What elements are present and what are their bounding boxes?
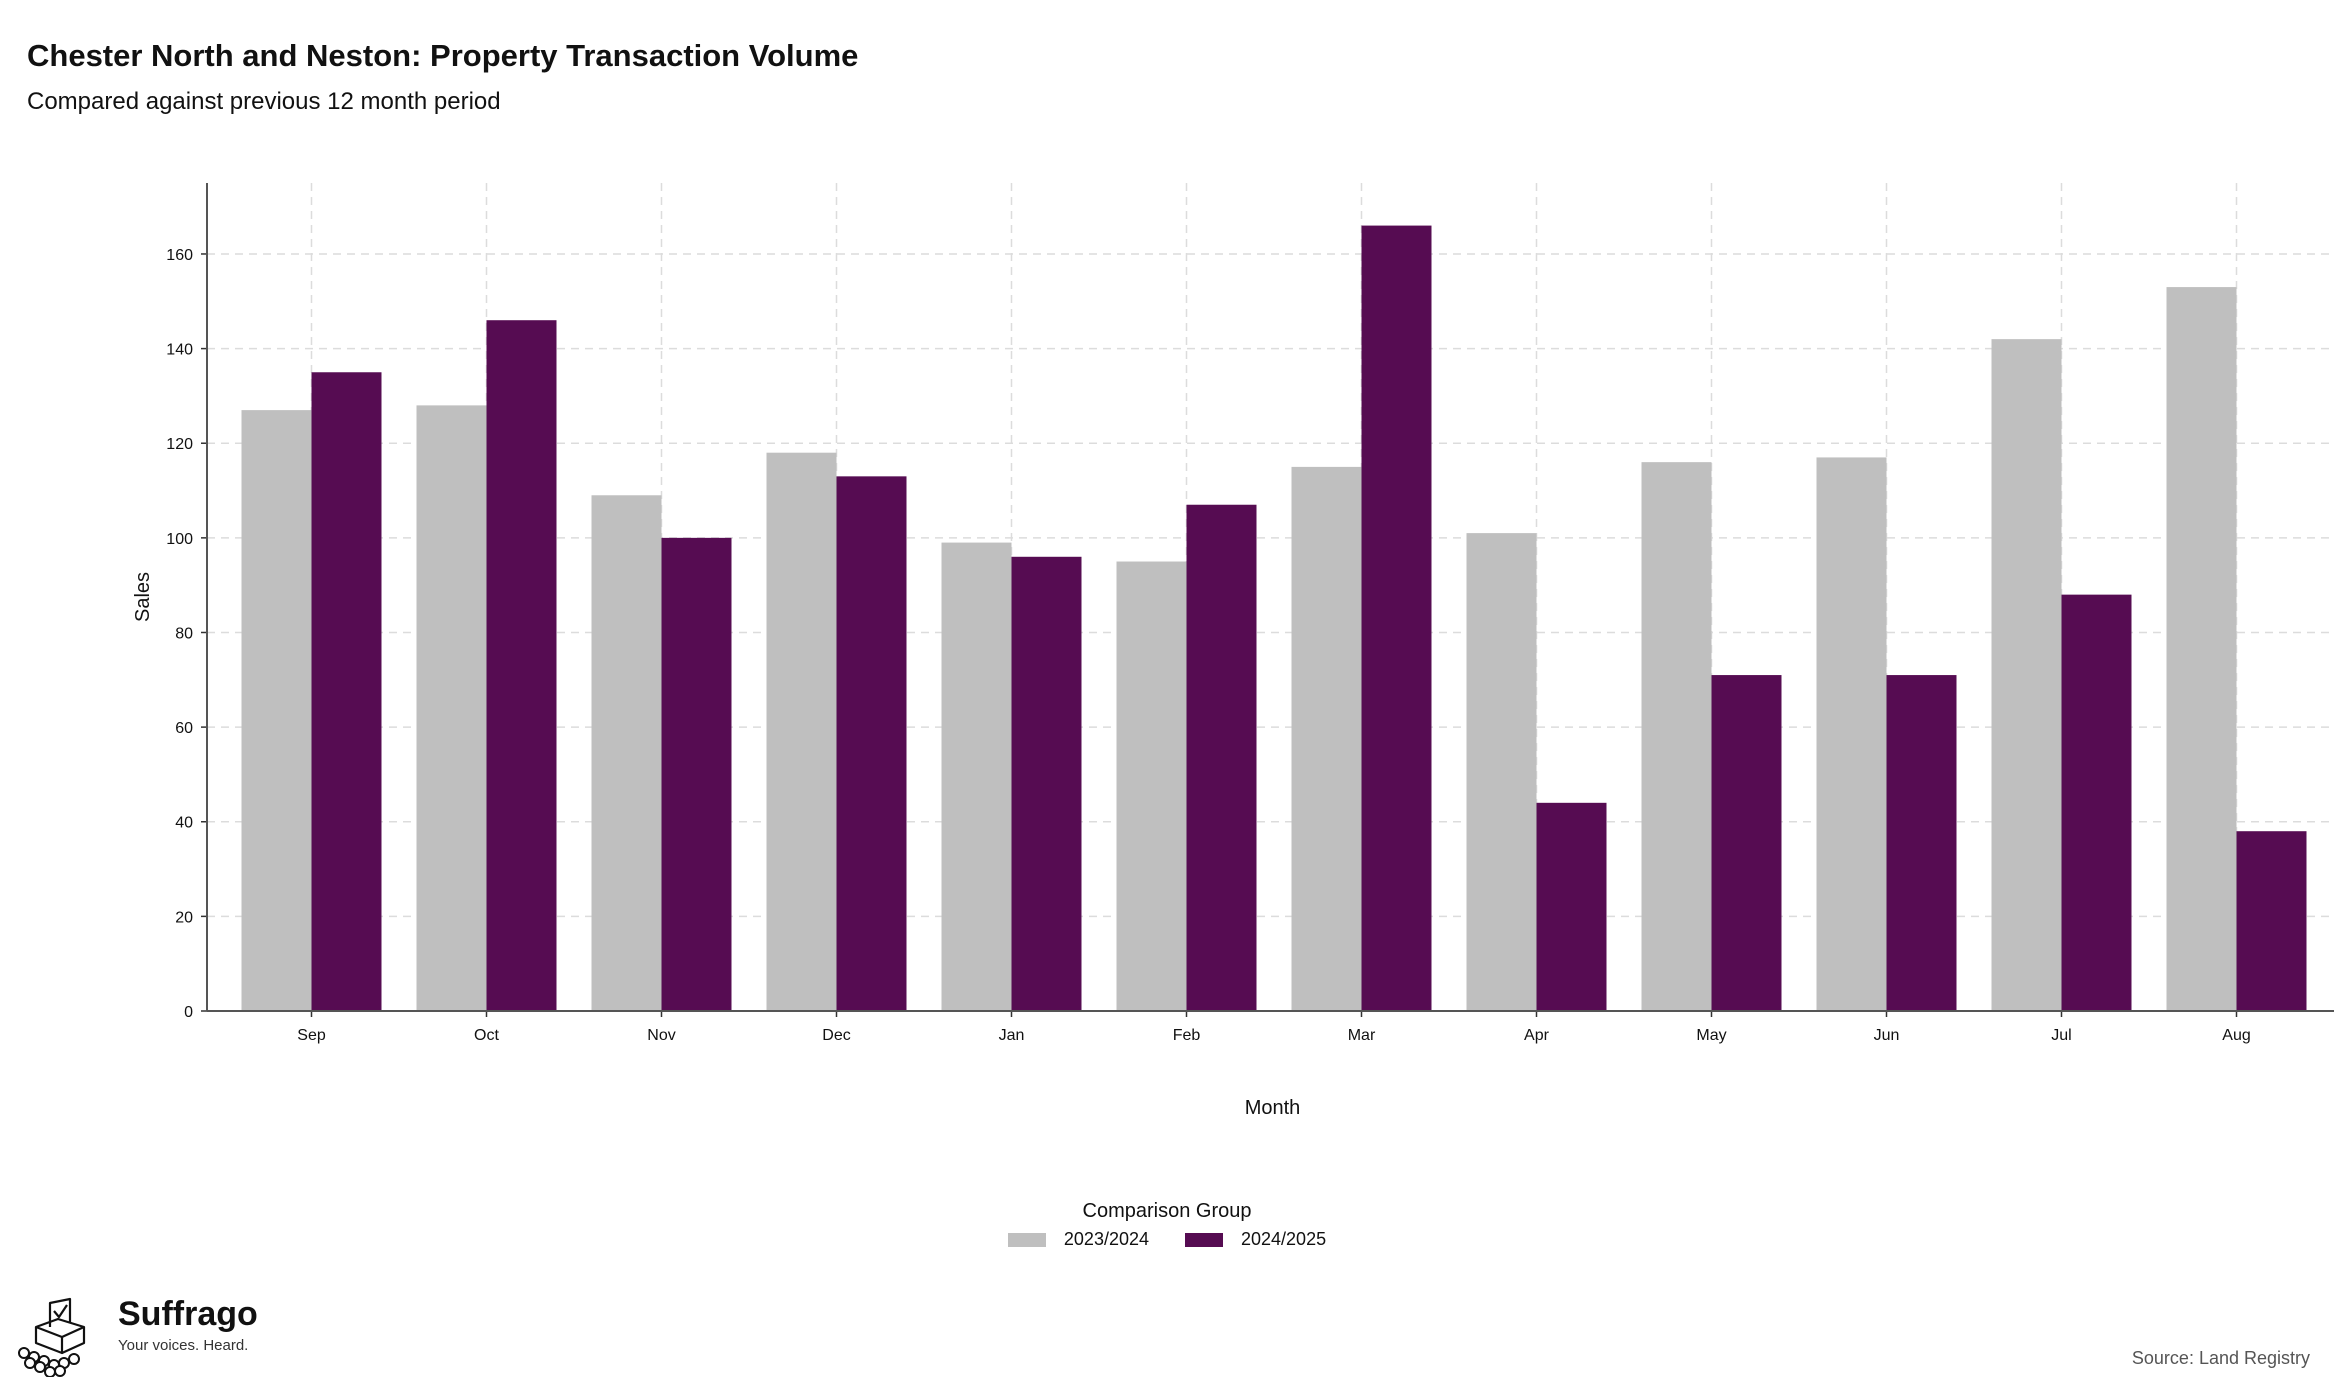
x-tick-label: Mar <box>1348 1027 1376 1044</box>
x-axis-title: Month <box>1245 1097 1301 1119</box>
legend-items: 2023/2024 2024/2025 <box>0 1229 2334 1250</box>
brand-name: Suffrago <box>118 1295 258 1333</box>
bar-2023-2024-sep <box>241 410 312 1011</box>
axes-layer: 0 20 40 60 80 100 120 140 160 Sep Oct Nov Dec Jan Feb M… <box>166 183 2334 1044</box>
legend-label: 2023/2024 <box>1063 1229 1149 1249</box>
y-axis-title: Sales <box>132 572 154 622</box>
legend-swatch <box>1185 1232 1223 1247</box>
bar-2024-2025-may <box>1711 675 1782 1011</box>
chart-subtitle: Compared against previous 12 month perio… <box>27 88 501 115</box>
bar-2024-2025-dec <box>836 476 907 1011</box>
y-tick-label: 80 <box>175 625 193 642</box>
bar-2024-2025-apr <box>1536 802 1607 1011</box>
legend-item-2023-2024: 2023/2024 <box>1007 1229 1149 1250</box>
y-tick-label: 120 <box>166 436 193 453</box>
legend-item-2024-2025: 2024/2025 <box>1185 1229 1326 1250</box>
brand-tagline: Your voices. Heard. <box>118 1336 249 1354</box>
bar-2023-2024-dec <box>766 452 837 1012</box>
bar-2024-2025-jun <box>1886 675 1957 1011</box>
bar-2023-2024-jan <box>941 542 1012 1011</box>
ballot-box-icon <box>18 1297 86 1377</box>
x-tick-label: Feb <box>1173 1027 1201 1044</box>
bar-2024-2025-feb <box>1186 504 1257 1011</box>
bar-2024-2025-nov <box>661 537 732 1011</box>
bar-2024-2025-aug <box>2236 831 2307 1011</box>
bar-2024-2025-oct <box>486 320 557 1011</box>
legend-swatch <box>1007 1232 1046 1247</box>
y-tick-label: 40 <box>175 815 193 832</box>
x-tick-label: Sep <box>297 1027 326 1044</box>
x-tick-label: Oct <box>474 1027 499 1044</box>
bars-layer <box>241 225 2307 1012</box>
bar-2023-2024-oct <box>416 405 487 1011</box>
x-tick-label: Jun <box>1874 1027 1900 1044</box>
x-tick-label: Nov <box>647 1027 675 1044</box>
bar-2023-2024-aug <box>2166 287 2237 1011</box>
bar-2024-2025-mar <box>1361 225 1432 1011</box>
legend: Comparison Group 2023/2024 2024/2025 <box>0 1200 2334 1250</box>
brand-logo: Suffrago Your voices. Heard. <box>14 1295 258 1377</box>
x-tick-label: Aug <box>2222 1027 2250 1044</box>
bar-2023-2024-feb <box>1116 561 1187 1011</box>
bar-2024-2025-sep <box>311 372 382 1011</box>
y-tick-label: 140 <box>166 342 193 359</box>
x-tick-label: Jul <box>2051 1027 2071 1044</box>
y-tick-label: 0 <box>184 1004 193 1021</box>
y-tick-label: 20 <box>175 909 193 926</box>
bar-2024-2025-jan <box>1011 556 1082 1011</box>
bar-2023-2024-apr <box>1466 533 1537 1011</box>
y-tick-label: 100 <box>166 531 193 548</box>
x-tick-label: Apr <box>1524 1027 1550 1044</box>
bar-chart: 0 20 40 60 80 100 120 140 160 Sep Oct Nov Dec Jan Feb M… <box>132 183 2334 1119</box>
bar-2023-2024-mar <box>1291 466 1362 1011</box>
source-note: Source: Land Registry <box>2131 1348 2310 1368</box>
bar-2023-2024-nov <box>591 495 662 1011</box>
bar-2024-2025-jul <box>2061 594 2132 1011</box>
bar-2023-2024-jul <box>1991 339 2062 1011</box>
legend-label: 2024/2025 <box>1241 1229 1327 1249</box>
x-tick-label: May <box>1696 1027 1726 1044</box>
x-tick-label: Jan <box>999 1027 1025 1044</box>
y-tick-label: 60 <box>175 720 193 737</box>
bar-2023-2024-may <box>1641 462 1712 1011</box>
bar-2023-2024-jun <box>1816 457 1887 1011</box>
chart-title: Chester North and Neston: Property Trans… <box>27 38 859 73</box>
y-tick-label: 160 <box>166 247 193 264</box>
x-tick-label: Dec <box>822 1027 850 1044</box>
legend-title: Comparison Group <box>1082 1200 1252 1222</box>
